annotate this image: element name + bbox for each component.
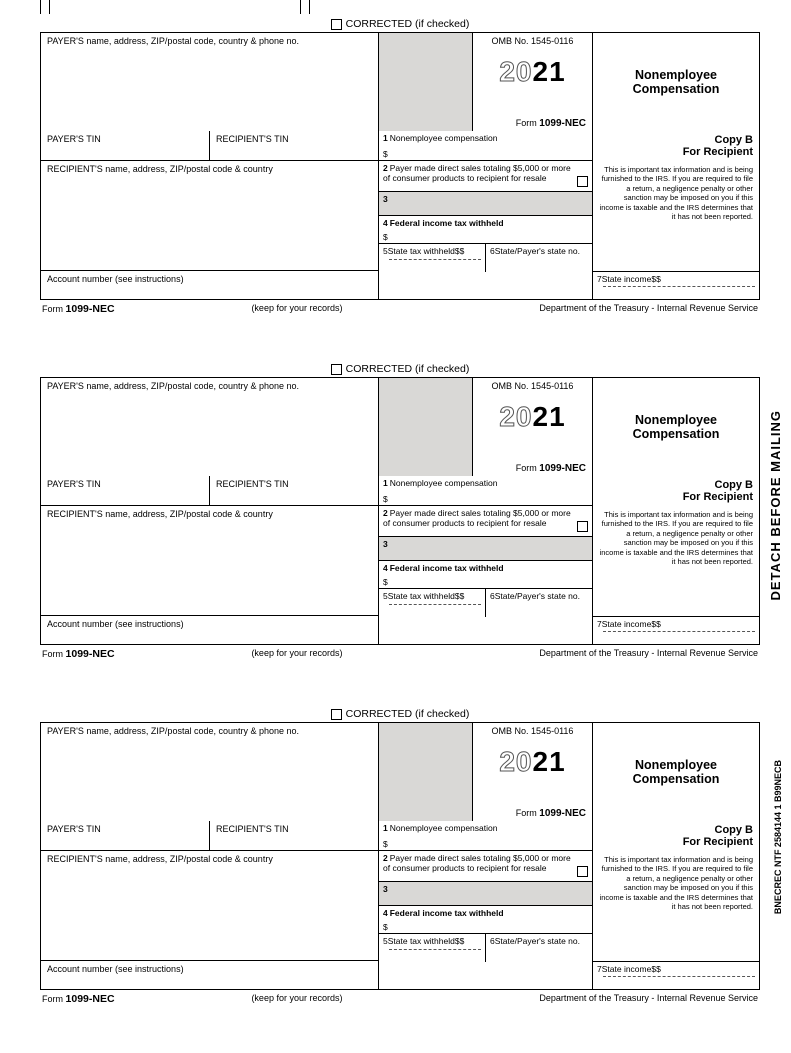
corrected-label: CORRECTED (if checked) bbox=[346, 708, 470, 720]
copy-b-label: Copy BFor Recipient bbox=[593, 821, 759, 851]
box-5-state-tax[interactable]: 5State tax withheld$$ bbox=[379, 934, 486, 962]
corrected-checkbox[interactable] bbox=[331, 19, 342, 30]
corrected-row: CORRECTED (if checked) bbox=[40, 363, 760, 375]
corrected-label: CORRECTED (if checked) bbox=[346, 18, 470, 30]
payer-tin-box[interactable]: PAYER'S TIN bbox=[41, 821, 210, 850]
corrected-label: CORRECTED (if checked) bbox=[346, 363, 470, 375]
box-1-nonemployee-comp[interactable]: 1Nonemployee compensation$ bbox=[379, 821, 592, 851]
box-6-state-no[interactable]: 6State/Payer's state no. bbox=[486, 244, 592, 272]
form-1099-nec-copy-3: CORRECTED (if checked) PAYER'S name, add… bbox=[40, 708, 760, 1005]
omb-year-box: OMB No. 1545-0116 2021 Form 1099-NEC bbox=[473, 378, 593, 476]
void-grey-box bbox=[379, 33, 473, 131]
form-label-small: Form 1099-NEC bbox=[516, 808, 586, 819]
recipient-tin-box[interactable]: RECIPIENT'S TIN bbox=[210, 821, 378, 850]
form-footer: Form 1099-NEC (keep for your records) De… bbox=[40, 993, 760, 1005]
box-3-reserved: 3 bbox=[379, 882, 592, 906]
omb-number: OMB No. 1545-0116 bbox=[479, 726, 586, 736]
box-2-direct-sales[interactable]: 2Payer made direct sales totaling $5,000… bbox=[379, 506, 592, 537]
recipient-info-box[interactable]: RECIPIENT'S name, address, ZIP/postal co… bbox=[41, 851, 378, 961]
box-2-checkbox[interactable] bbox=[577, 176, 588, 187]
form-1099-nec-copy-1: CORRECTED (if checked) PAYER'S name, add… bbox=[40, 18, 760, 315]
form-title: NonemployeeCompensation bbox=[593, 723, 759, 821]
box-3-reserved: 3 bbox=[379, 192, 592, 216]
omb-number: OMB No. 1545-0116 bbox=[479, 381, 586, 391]
recipient-info-box[interactable]: RECIPIENT'S name, address, ZIP/postal co… bbox=[41, 161, 378, 271]
box-3-reserved: 3 bbox=[379, 537, 592, 561]
form-footer: Form 1099-NEC (keep for your records) De… bbox=[40, 648, 760, 660]
tax-year: 2021 bbox=[479, 401, 586, 433]
box-1-nonemployee-comp[interactable]: 1Nonemployee compensation$ bbox=[379, 131, 592, 161]
corrected-checkbox[interactable] bbox=[331, 709, 342, 720]
box-2-checkbox[interactable] bbox=[577, 521, 588, 532]
box-7-state-income[interactable]: 7State income$$ bbox=[593, 616, 759, 644]
box-4-fed-tax-withheld[interactable]: 4Federal income tax withheld$ bbox=[379, 906, 592, 934]
crop-mark bbox=[40, 0, 50, 14]
form-label-small: Form 1099-NEC bbox=[516, 118, 586, 129]
box-5-state-tax[interactable]: 5State tax withheld$$ bbox=[379, 589, 486, 617]
box-5-state-tax[interactable]: 5State tax withheld$$ bbox=[379, 244, 486, 272]
box-6-state-no[interactable]: 6State/Payer's state no. bbox=[486, 934, 592, 962]
legal-notice: This is important tax information and is… bbox=[593, 161, 759, 271]
recipient-tin-box[interactable]: RECIPIENT'S TIN bbox=[210, 476, 378, 505]
account-number-box[interactable]: Account number (see instructions) bbox=[41, 616, 378, 644]
corrected-row: CORRECTED (if checked) bbox=[40, 708, 760, 720]
void-grey-box bbox=[379, 378, 473, 476]
form-label-small: Form 1099-NEC bbox=[516, 463, 586, 474]
box-2-direct-sales[interactable]: 2Payer made direct sales totaling $5,000… bbox=[379, 851, 592, 882]
omb-year-box: OMB No. 1545-0116 2021 Form 1099-NEC bbox=[473, 33, 593, 131]
crop-mark bbox=[300, 0, 310, 14]
box-4-fed-tax-withheld[interactable]: 4Federal income tax withheld$ bbox=[379, 216, 592, 244]
box-4-fed-tax-withheld[interactable]: 4Federal income tax withheld$ bbox=[379, 561, 592, 589]
payer-info-box[interactable]: PAYER'S name, address, ZIP/postal code, … bbox=[41, 723, 379, 821]
recipient-info-box[interactable]: RECIPIENT'S name, address, ZIP/postal co… bbox=[41, 506, 378, 616]
tax-year: 2021 bbox=[479, 56, 586, 88]
side-form-code: BNECREC NTF 2584144 1 B99NECB bbox=[773, 760, 783, 914]
form-footer: Form 1099-NEC (keep for your records) De… bbox=[40, 303, 760, 315]
legal-notice: This is important tax information and is… bbox=[593, 851, 759, 961]
account-number-box[interactable]: Account number (see instructions) bbox=[41, 271, 378, 299]
box-7-state-income[interactable]: 7State income$$ bbox=[593, 961, 759, 989]
copy-b-label: Copy BFor Recipient bbox=[593, 131, 759, 161]
account-number-box[interactable]: Account number (see instructions) bbox=[41, 961, 378, 989]
recipient-tin-box[interactable]: RECIPIENT'S TIN bbox=[210, 131, 378, 160]
omb-number: OMB No. 1545-0116 bbox=[479, 36, 586, 46]
void-grey-box bbox=[379, 723, 473, 821]
legal-notice: This is important tax information and is… bbox=[593, 506, 759, 616]
payer-tin-box[interactable]: PAYER'S TIN bbox=[41, 476, 210, 505]
omb-year-box: OMB No. 1545-0116 2021 Form 1099-NEC bbox=[473, 723, 593, 821]
payer-tin-box[interactable]: PAYER'S TIN bbox=[41, 131, 210, 160]
side-detach-text: DETACH BEFORE MAILING bbox=[768, 410, 783, 600]
box-7-state-income[interactable]: 7State income$$ bbox=[593, 271, 759, 299]
payer-info-box[interactable]: PAYER'S name, address, ZIP/postal code, … bbox=[41, 378, 379, 476]
box-2-checkbox[interactable] bbox=[577, 866, 588, 877]
copy-b-label: Copy BFor Recipient bbox=[593, 476, 759, 506]
form-title: NonemployeeCompensation bbox=[593, 378, 759, 476]
corrected-checkbox[interactable] bbox=[331, 364, 342, 375]
form-1099-nec-copy-2: CORRECTED (if checked) PAYER'S name, add… bbox=[40, 363, 760, 660]
payer-info-box[interactable]: PAYER'S name, address, ZIP/postal code, … bbox=[41, 33, 379, 131]
tax-year: 2021 bbox=[479, 746, 586, 778]
corrected-row: CORRECTED (if checked) bbox=[40, 18, 760, 30]
box-2-direct-sales[interactable]: 2Payer made direct sales totaling $5,000… bbox=[379, 161, 592, 192]
form-title: NonemployeeCompensation bbox=[593, 33, 759, 131]
box-6-state-no[interactable]: 6State/Payer's state no. bbox=[486, 589, 592, 617]
box-1-nonemployee-comp[interactable]: 1Nonemployee compensation$ bbox=[379, 476, 592, 506]
